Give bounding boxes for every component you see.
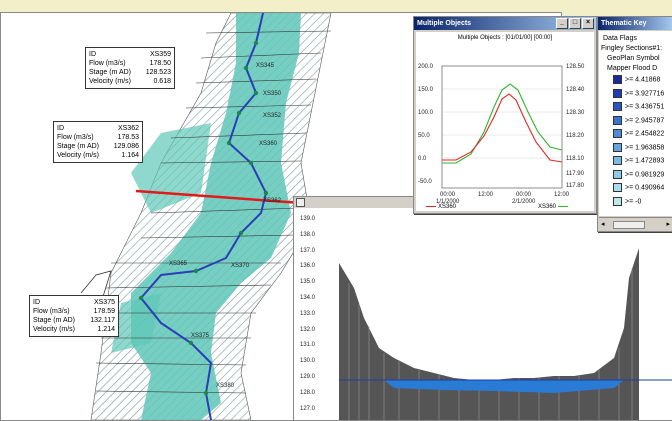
profile-plot <box>339 248 672 420</box>
info-box-xs362: ID XS362 Flow (m3/s) 178.53 Stage (m AD) 12… <box>53 121 143 163</box>
flow-tick: 100.0 <box>418 110 434 116</box>
stage-tick: 118.10 <box>566 156 584 162</box>
key-range-item[interactable]: >= 3.927716 <box>613 88 665 98</box>
river-map-graphic <box>80 13 332 420</box>
scroll-thumb[interactable] <box>613 221 645 229</box>
stage-tick: 128.40 <box>566 87 585 93</box>
profile-y-tick: 133.0 <box>300 310 316 317</box>
window-icon <box>296 198 305 207</box>
color-swatch <box>613 169 622 179</box>
multiple-objects-titlebar[interactable]: Multiple Objects _ □ × <box>414 17 596 30</box>
key-item-data-flags[interactable]: Data Flags <box>603 35 637 42</box>
xs-label: XS350 <box>263 91 282 97</box>
range-label: >= -0 <box>625 197 642 205</box>
range-label: >= 4.41868 <box>625 76 661 84</box>
range-label: >= 0.981929 <box>625 170 665 178</box>
info-box-xs375: ID XS375 Flow (m3/s) 178.59 Stage (m AD) 13… <box>29 295 119 337</box>
key-range-item[interactable]: >= 0.981929 <box>613 169 665 179</box>
stage-tick: 117.80 <box>566 183 584 189</box>
xs-label: XS370 <box>231 263 250 269</box>
thematic-key-titlebar[interactable]: Thematic Key <box>598 17 672 30</box>
range-label: >= 0.490964 <box>625 184 665 192</box>
color-swatch <box>613 196 622 206</box>
x-date: 1/1/2000 <box>436 199 460 205</box>
key-range-item[interactable]: >= 1.963858 <box>613 142 665 152</box>
color-swatch <box>613 115 622 125</box>
x-tick: 12:00 <box>554 192 570 198</box>
range-label: >= 1.472893 <box>625 157 665 165</box>
xs-label: XS362 <box>263 198 282 204</box>
profile-chart: 139.0 138.0 137.0 136.0 135.0 134.0 133.0 132.0… <box>294 208 672 420</box>
range-label: >= 2.945787 <box>625 116 665 124</box>
key-item-mapper[interactable]: Mapper Flood D <box>607 65 658 72</box>
key-range-item[interactable]: >= 2.945787 <box>613 115 665 125</box>
profile-y-tick: 134.0 <box>300 295 316 301</box>
key-item-sections[interactable]: Fingley Sections#1: <box>601 45 663 52</box>
flow-tick: 50.0 <box>418 133 430 139</box>
flow-tick: 0.0 <box>418 156 427 162</box>
range-label: >= 3.436751 <box>625 103 665 111</box>
key-range-item[interactable]: >= -0 <box>613 196 642 206</box>
stage-tick: 128.30 <box>566 110 585 116</box>
scroll-right-icon[interactable]: ▸ <box>666 221 670 228</box>
flow-tick: -50.0 <box>418 179 432 185</box>
key-range-item[interactable]: >= 1.472893 <box>613 156 664 165</box>
profile-y-tick: 127.0 <box>300 405 316 412</box>
flow-tick: 200.0 <box>418 64 434 70</box>
color-swatch <box>613 129 622 138</box>
stage-tick: 117.90 <box>566 171 584 177</box>
xs-label: XS345 <box>256 63 275 69</box>
range-label: >= 3.927716 <box>625 89 665 97</box>
key-item-geoplan[interactable]: GeoPlan Symbol <box>607 55 660 62</box>
thematic-key-list[interactable]: Data Flags Fingley Sections#1: GeoPlan S… <box>599 31 672 216</box>
horizontal-scrollbar[interactable]: ◂ ▸ <box>599 217 672 230</box>
legend-series-2: XS360 <box>538 204 569 210</box>
scroll-left-icon[interactable]: ◂ <box>601 221 605 228</box>
profile-y-tick: 137.0 <box>300 247 316 254</box>
multi-chart: Multiple Objects : [01/01/00] [00:00] 20… <box>416 32 594 211</box>
key-range-item[interactable]: >= 3.436751 <box>613 102 664 111</box>
xs-label: XS365 <box>169 261 188 267</box>
xs-label: XS360 <box>259 141 278 147</box>
x-tick: 00:00 <box>516 192 532 198</box>
key-range-item[interactable]: >= 4.41868 <box>613 75 660 84</box>
key-range-item[interactable]: >= 0.490964 <box>613 183 664 192</box>
multiple-objects-window[interactable]: Multiple Objects _ □ × Multiple Objects … <box>413 16 597 214</box>
profile-y-tick: 135.0 <box>300 279 316 286</box>
stage-tick: 118.20 <box>566 133 584 139</box>
close-button[interactable]: × <box>582 18 594 29</box>
maximize-button[interactable]: □ <box>569 18 581 29</box>
color-swatch <box>613 102 622 111</box>
profile-y-tick: 138.0 <box>300 231 316 238</box>
x-date: 2/1/2000 <box>512 199 536 205</box>
legend-series-1: XS360 <box>426 204 456 210</box>
xs-label: XS375 <box>191 333 210 339</box>
profile-y-tick: 139.0 <box>300 216 316 222</box>
flow-tick: 150.0 <box>418 87 434 93</box>
profile-y-tick: 136.0 <box>300 263 316 270</box>
hydrograph-plot <box>441 65 563 189</box>
color-swatch <box>613 142 622 152</box>
color-swatch <box>613 183 622 192</box>
thematic-key-window[interactable]: Thematic Key Data Flags Fingley Sections… <box>597 16 672 232</box>
chart-title: Multiple Objects : [01/01/00] [00:00] <box>457 35 553 41</box>
profile-y-tick: 131.0 <box>300 342 316 349</box>
profile-y-tick: 128.0 <box>300 389 316 396</box>
info-box-xs359: ID XS359 Flow (m3/s) 178.50 Stage (m AD) 12… <box>85 47 175 89</box>
profile-y-tick: 132.0 <box>300 326 316 333</box>
minimize-button[interactable]: _ <box>556 18 568 29</box>
color-swatch <box>613 156 622 165</box>
x-tick: 12:00 <box>478 192 494 198</box>
xs-label: XS352 <box>263 113 282 119</box>
stage-tick: 128.50 <box>566 64 585 70</box>
profile-y-tick: 130.0 <box>300 358 316 365</box>
profile-y-tick: 129.0 <box>300 374 316 380</box>
color-swatch <box>613 88 622 98</box>
x-tick: 00:00 <box>440 192 456 198</box>
xs-label: XS380 <box>216 383 235 389</box>
range-label: >= 1.963858 <box>625 143 665 151</box>
key-range-item[interactable]: >= 2.454822 <box>613 129 664 138</box>
color-swatch <box>613 75 622 84</box>
range-label: >= 2.454822 <box>625 130 665 138</box>
